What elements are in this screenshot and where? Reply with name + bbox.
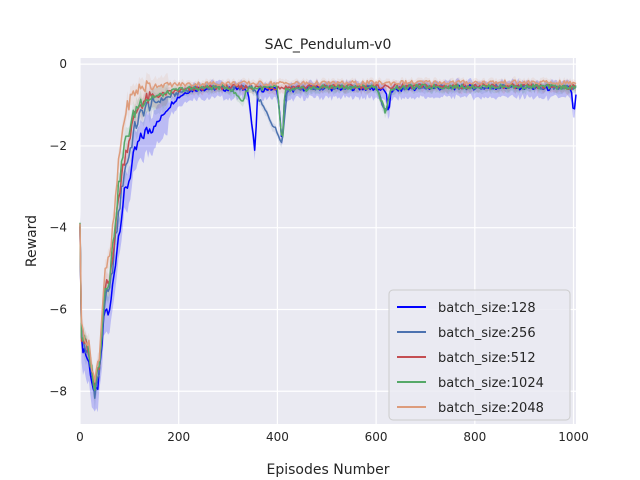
legend-label: batch_size:2048: [438, 401, 544, 416]
x-tick-label: 1000: [558, 430, 589, 444]
y-tick-label: −2: [49, 139, 67, 153]
x-axis-ticks: 0 200 400 600 800 1000: [76, 430, 589, 444]
x-tick-label: 800: [463, 430, 486, 444]
legend-label: batch_size:128: [438, 301, 536, 316]
series-line: [79, 79, 577, 383]
legend-label: batch_size:512: [438, 351, 536, 366]
y-tick-label: −4: [49, 221, 67, 235]
x-tick-label: 200: [167, 430, 190, 444]
chart-title: SAC_Pendulum-v0: [265, 37, 392, 53]
x-tick-label: 0: [76, 430, 84, 444]
x-tick-label: 600: [365, 430, 388, 444]
y-axis-ticks: 0 −2 −4 −6 −8: [49, 57, 67, 398]
legend-frame: [388, 289, 571, 421]
series-line: [79, 83, 577, 392]
legend: batch_size:128 batch_size:256 batch_size:5…: [388, 289, 571, 421]
x-axis-label: Episodes Number: [267, 462, 390, 478]
y-tick-label: −8: [49, 384, 67, 398]
y-axis-label: Reward: [24, 215, 40, 267]
y-tick-label: −6: [49, 302, 67, 316]
series-lines: [79, 79, 577, 399]
legend-label: batch_size:256: [438, 326, 536, 341]
legend-label: batch_size:1024: [438, 376, 544, 391]
y-tick-label: 0: [59, 57, 67, 71]
x-tick-label: 400: [266, 430, 289, 444]
